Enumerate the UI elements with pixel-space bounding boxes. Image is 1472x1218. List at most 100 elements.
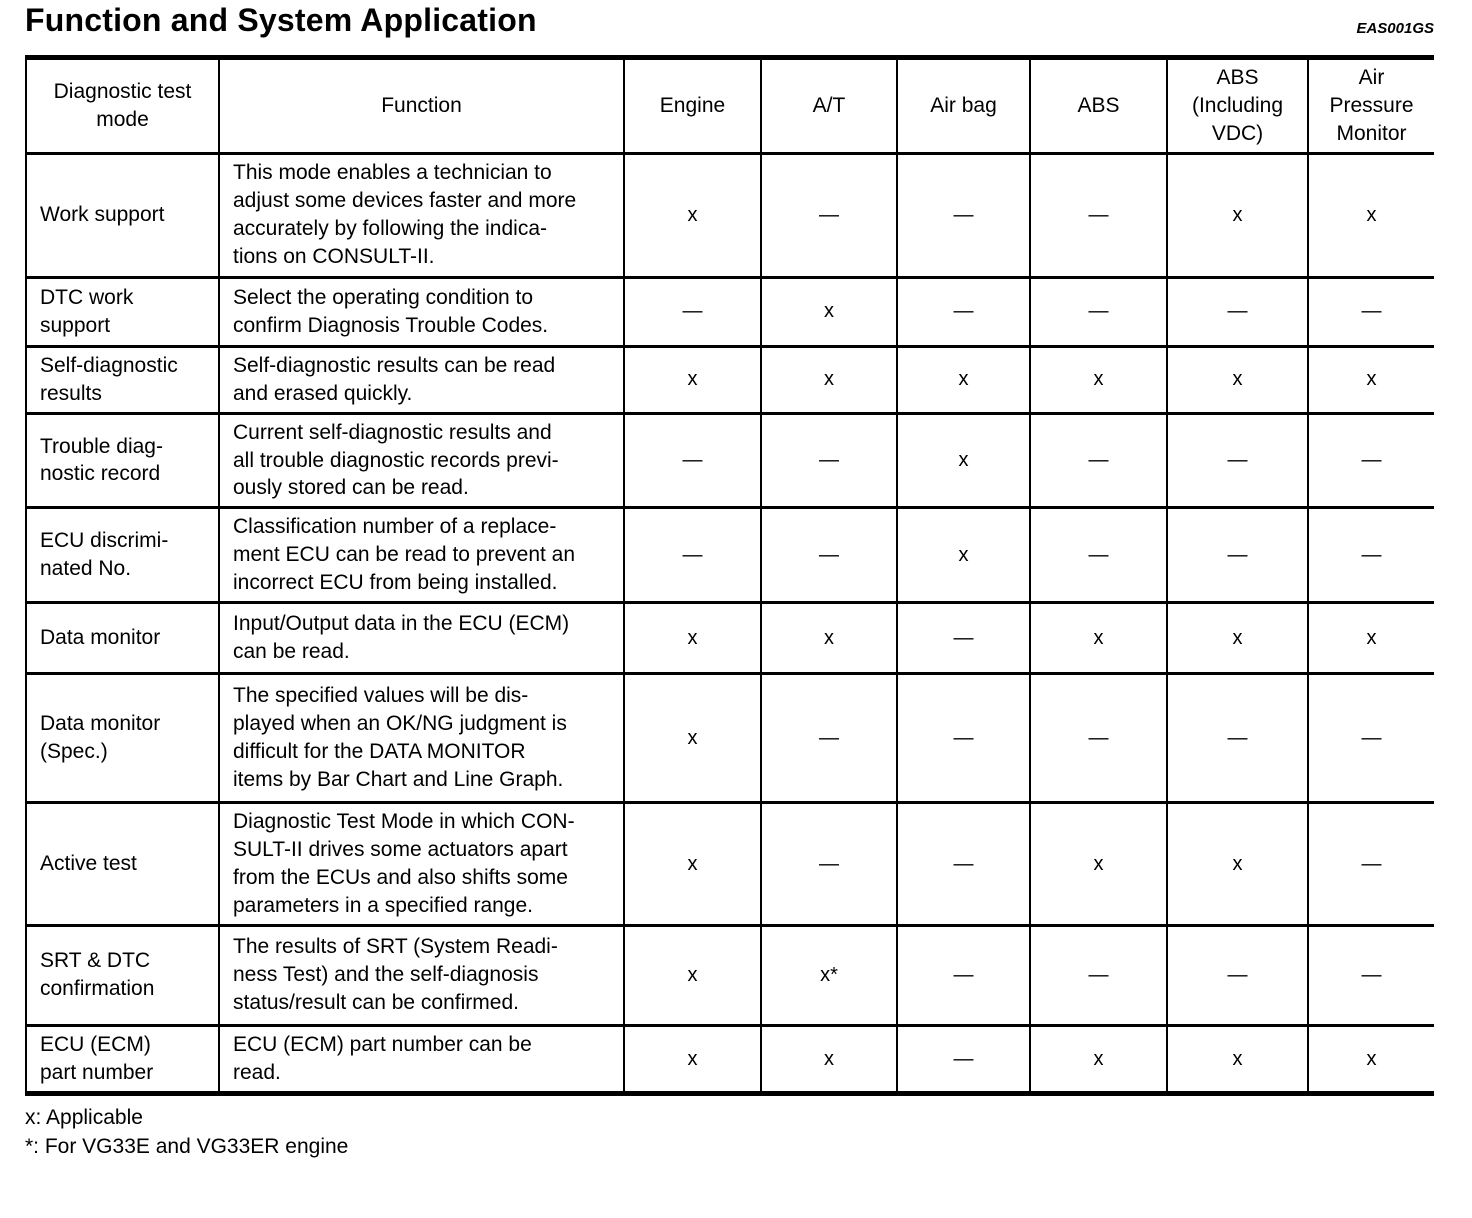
applicability-cell: — bbox=[760, 151, 898, 279]
applicability-cell: x bbox=[760, 344, 898, 415]
applicability-cell: x bbox=[623, 672, 762, 805]
applicability-cell: x bbox=[1166, 601, 1309, 676]
applicability-cell: — bbox=[1166, 923, 1309, 1027]
applicability-cell: x bbox=[623, 801, 762, 927]
applicability-cell: — bbox=[1307, 411, 1434, 510]
table-row: Data monitor Input/Output data in the EC… bbox=[25, 601, 1434, 676]
mode-cell: ECU (ECM) part number bbox=[25, 1023, 220, 1095]
applicability-cell: x bbox=[760, 1023, 898, 1095]
mode-cell: Trouble diag- nostic record bbox=[25, 411, 220, 510]
applicability-cell: — bbox=[1029, 672, 1168, 805]
function-cell: Classification number of a replace- ment… bbox=[218, 506, 625, 605]
applicability-cell: x bbox=[1029, 601, 1168, 676]
column-header-at: A/T bbox=[760, 56, 898, 155]
function-cell: This mode enables a technician to adjust… bbox=[218, 151, 625, 279]
footnote-applicable: x: Applicable bbox=[25, 1105, 143, 1129]
applicability-cell: x bbox=[623, 923, 762, 1027]
applicability-cell: x bbox=[896, 344, 1031, 415]
column-header-function: Function bbox=[218, 56, 625, 155]
column-header-abs-including-vdc: ABS (Including VDC) bbox=[1166, 56, 1309, 155]
applicability-cell: — bbox=[1029, 923, 1168, 1027]
applicability-cell: x bbox=[1029, 1023, 1168, 1095]
applicability-cell: — bbox=[896, 151, 1031, 279]
applicability-cell: x bbox=[1166, 801, 1309, 927]
applicability-cell: x bbox=[623, 1023, 762, 1095]
table-footnotes: x: Applicable *: For VG33E and VG33ER en… bbox=[25, 1103, 1472, 1162]
applicability-cell: — bbox=[760, 672, 898, 805]
applicability-cell: — bbox=[760, 411, 898, 510]
applicability-cell: — bbox=[1166, 411, 1309, 510]
applicability-cell: x bbox=[1307, 151, 1434, 279]
applicability-cell: — bbox=[1307, 923, 1434, 1027]
applicability-cell: x bbox=[1307, 1023, 1434, 1095]
mode-cell: Data monitor bbox=[25, 601, 220, 676]
applicability-cell: — bbox=[1029, 275, 1168, 348]
mode-cell: SRT & DTC confirmation bbox=[25, 923, 220, 1027]
applicability-cell: — bbox=[896, 275, 1031, 348]
function-system-application-table: Diagnostic test mode Function Engine A/T… bbox=[25, 55, 1434, 1096]
page-title: Function and System Application bbox=[25, 2, 537, 38]
applicability-cell: x bbox=[896, 411, 1031, 510]
function-cell: Select the operating condition to confir… bbox=[218, 275, 625, 348]
applicability-cell: x bbox=[1166, 1023, 1309, 1095]
mode-cell: Work support bbox=[25, 151, 220, 279]
applicability-cell: — bbox=[1307, 801, 1434, 927]
applicability-cell: — bbox=[760, 801, 898, 927]
applicability-cell: — bbox=[623, 275, 762, 348]
applicability-cell: x bbox=[1029, 344, 1168, 415]
applicability-cell: x bbox=[1166, 151, 1309, 279]
applicability-cell: x bbox=[623, 151, 762, 279]
applicability-cell: — bbox=[896, 801, 1031, 927]
function-cell: Self-diagnostic results can be read and … bbox=[218, 344, 625, 415]
applicability-cell: — bbox=[1166, 275, 1309, 348]
function-cell: The specified values will be dis- played… bbox=[218, 672, 625, 805]
applicability-cell: x bbox=[1307, 344, 1434, 415]
applicability-cell: x bbox=[896, 506, 1031, 605]
mode-cell: Active test bbox=[25, 801, 220, 927]
applicability-cell: x bbox=[760, 601, 898, 676]
mode-cell: Data monitor (Spec.) bbox=[25, 672, 220, 805]
table-row: ECU (ECM) part number ECU (ECM) part num… bbox=[25, 1023, 1434, 1095]
table-row: Work support This mode enables a technic… bbox=[25, 151, 1434, 279]
applicability-cell: x bbox=[1307, 601, 1434, 676]
applicability-cell: — bbox=[1307, 506, 1434, 605]
applicability-cell: — bbox=[1307, 672, 1434, 805]
applicability-cell: x bbox=[760, 275, 898, 348]
mode-cell: Self-diagnostic results bbox=[25, 344, 220, 415]
applicability-cell: — bbox=[623, 411, 762, 510]
table-row: Self-diagnostic results Self-diagnostic … bbox=[25, 344, 1434, 415]
table-row: DTC work support Select the operating co… bbox=[25, 275, 1434, 348]
applicability-cell: x bbox=[623, 601, 762, 676]
column-header-abs: ABS bbox=[1029, 56, 1168, 155]
applicability-cell: x bbox=[1029, 801, 1168, 927]
applicability-cell: x* bbox=[760, 923, 898, 1027]
column-header-air-pressure-monitor: Air Pressure Monitor bbox=[1307, 56, 1434, 155]
applicability-cell: — bbox=[1029, 411, 1168, 510]
table-row: Active test Diagnostic Test Mode in whic… bbox=[25, 801, 1434, 927]
function-cell: Diagnostic Test Mode in which CON- SULT-… bbox=[218, 801, 625, 927]
table-row: SRT & DTC confirmation The results of SR… bbox=[25, 923, 1434, 1027]
applicability-cell: — bbox=[896, 672, 1031, 805]
applicability-cell: — bbox=[1029, 506, 1168, 605]
document-code-ref: EAS001GS bbox=[1356, 20, 1434, 37]
function-cell: The results of SRT (System Readi- ness T… bbox=[218, 923, 625, 1027]
applicability-cell: — bbox=[1166, 506, 1309, 605]
applicability-cell: x bbox=[623, 344, 762, 415]
function-cell: Current self-diagnostic results and all … bbox=[218, 411, 625, 510]
function-cell: ECU (ECM) part number can be read. bbox=[218, 1023, 625, 1095]
mode-cell: ECU discrimi- nated No. bbox=[25, 506, 220, 605]
table-row: ECU discrimi- nated No. Classification n… bbox=[25, 506, 1434, 605]
applicability-cell: x bbox=[1166, 344, 1309, 415]
applicability-cell: — bbox=[896, 601, 1031, 676]
table-row: Data monitor (Spec.) The specified value… bbox=[25, 672, 1434, 805]
column-header-engine: Engine bbox=[623, 56, 762, 155]
function-cell: Input/Output data in the ECU (ECM) can b… bbox=[218, 601, 625, 676]
applicability-cell: — bbox=[1029, 151, 1168, 279]
column-header-air-bag: Air bag bbox=[896, 56, 1031, 155]
footnote-asterisk: *: For VG33E and VG33ER engine bbox=[25, 1135, 349, 1159]
table-row: Trouble diag- nostic record Current self… bbox=[25, 411, 1434, 510]
applicability-cell: — bbox=[760, 506, 898, 605]
applicability-cell: — bbox=[896, 1023, 1031, 1095]
applicability-cell: — bbox=[1166, 672, 1309, 805]
